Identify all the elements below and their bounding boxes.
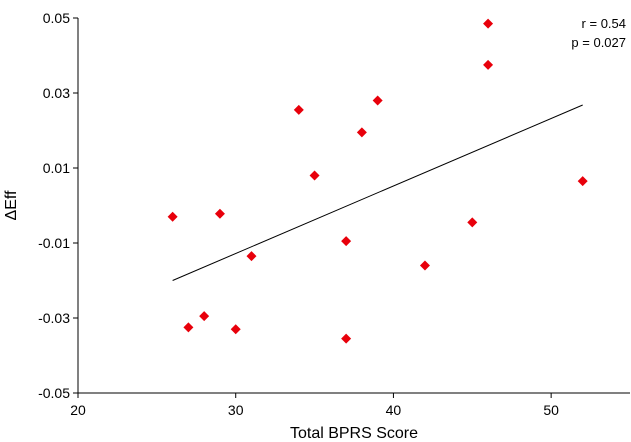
data-point [577,176,588,187]
data-point [293,104,304,115]
data-point [214,208,225,219]
data-point [183,322,194,333]
x-tick-label: 30 [228,402,244,418]
data-point [230,324,241,335]
plot-area [167,18,588,344]
correlation-annotation: r = 0.54 [582,16,626,31]
data-point [246,251,257,262]
data-point [167,211,178,222]
y-axis-ticks: 0.05 0.03 0.01 -0.01 -0.03 -0.05 [38,10,78,401]
x-tick-label: 20 [70,402,86,418]
y-tick-label: 0.03 [43,85,70,101]
data-point [483,59,494,70]
data-point [309,170,320,181]
data-point [419,260,430,271]
x-axis-ticks: 20 30 40 50 [70,393,559,418]
data-point [341,236,352,247]
x-axis-title: Total BPRS Score [290,425,418,442]
x-tick-label: 40 [386,402,402,418]
data-point [467,217,478,228]
data-point [483,18,494,29]
y-axis-title: ΔEff [3,190,20,221]
axes [77,18,630,394]
data-point [356,127,367,138]
data-point [199,311,210,322]
y-tick-label: -0.05 [38,385,70,401]
y-tick-label: -0.03 [38,310,70,326]
y-tick-label: 0.01 [43,160,70,176]
data-point [341,333,352,344]
trend-line [172,104,583,281]
y-tick-label: -0.01 [38,235,70,251]
data-point [372,95,383,106]
p-value-annotation: p = 0.027 [571,35,626,50]
y-tick-label: 0.05 [43,10,70,26]
x-tick-label: 50 [543,402,559,418]
